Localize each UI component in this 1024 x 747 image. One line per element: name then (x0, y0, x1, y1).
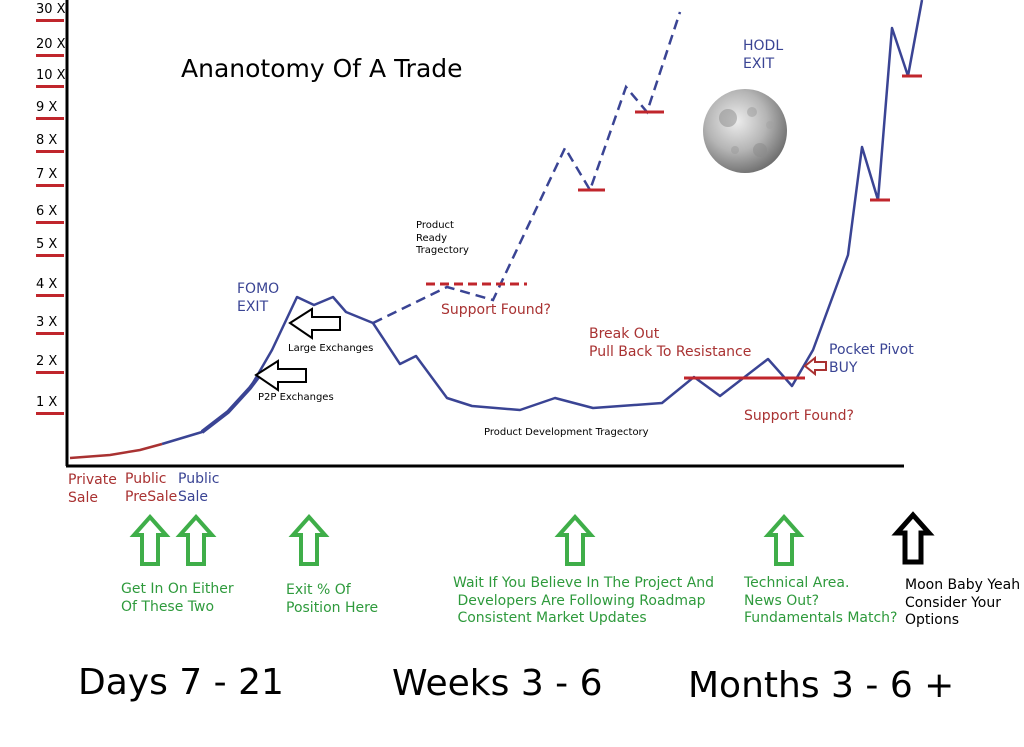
pocket-pivot-label: Pocket Pivot BUY (829, 342, 914, 376)
support-found-label: Support Found? (441, 302, 551, 318)
up-arrow-icon (554, 513, 596, 566)
timeline-months: Months 3 - 6 + (688, 665, 955, 706)
price-line (161, 0, 924, 446)
y-axis-label: 9 X (36, 100, 58, 115)
y-axis-tick (36, 19, 64, 22)
product-development-label: Product Development Tragectory (484, 427, 649, 438)
y-axis-tick (36, 254, 64, 257)
product-ready-trajectory (372, 11, 682, 325)
page-title: Ananotomy Of A Trade (181, 54, 463, 83)
up-arrow-icon (891, 511, 935, 565)
stage-public-presale: Public PreSale (125, 471, 178, 505)
moon-icon (703, 89, 787, 173)
y-axis-tick (36, 332, 64, 335)
y-axis-tick (36, 412, 64, 415)
y-axis-label: 20 X (36, 37, 66, 52)
left-arrow-icon (254, 359, 307, 392)
y-axis-tick (36, 85, 64, 88)
stage-public-sale: Public Sale (178, 471, 220, 505)
product-ready-label: Product Ready Tragectory (416, 220, 469, 256)
timeline-weeks: Weeks 3 - 6 (392, 663, 603, 704)
p2p-exchanges-label: P2P Exchanges (258, 392, 334, 403)
y-axis-tick (36, 117, 64, 120)
y-axis-tick (36, 294, 64, 297)
y-axis-label: 1 X (36, 395, 58, 410)
action-technical-area: Technical Area. News Out? Fundamentals M… (744, 575, 898, 626)
support-found-label: Support Found? (744, 408, 854, 424)
left-arrow-icon (288, 307, 341, 340)
y-axis-tick (36, 371, 64, 374)
price-line-highlight (200, 370, 264, 434)
up-arrow-icon (763, 513, 805, 566)
left-arrow-icon (803, 355, 827, 377)
up-arrow-icon (288, 513, 330, 566)
action-moon: Moon Baby Yeah Consider Your Options (905, 577, 1021, 628)
presale-price-line (69, 442, 163, 460)
up-arrow-icon (129, 513, 171, 566)
hodl-exit-label: HODL EXIT (743, 38, 784, 72)
y-axis-label: 5 X (36, 237, 58, 252)
y-axis-tick (36, 184, 64, 187)
timeline-days: Days 7 - 21 (78, 662, 284, 703)
up-arrow-icon (175, 513, 217, 566)
y-axis-label: 30 X (36, 2, 66, 17)
action-wait: Wait If You Believe In The Project And D… (453, 575, 715, 626)
y-axis-label: 2 X (36, 354, 58, 369)
y-axis-label: 4 X (36, 277, 58, 292)
y-axis-tick (36, 54, 64, 57)
y-axis-label: 10 X (36, 68, 66, 83)
stage-private-sale: Private Sale (68, 472, 117, 506)
y-axis-label: 6 X (36, 204, 58, 219)
y-axis-label: 8 X (36, 133, 58, 148)
break-out-label: Break Out Pull Back To Resistance (589, 326, 752, 360)
fomo-exit-label: FOMO EXIT (237, 281, 280, 315)
y-axis-tick (36, 150, 64, 153)
y-axis-tick (36, 221, 64, 224)
action-exit-position: Exit % Of Position Here (286, 582, 379, 616)
large-exchanges-label: Large Exchanges (288, 343, 374, 354)
action-get-in: Get In On Either Of These Two (121, 581, 234, 615)
y-axis-label: 3 X (36, 315, 58, 330)
y-axis-label: 7 X (36, 167, 58, 182)
